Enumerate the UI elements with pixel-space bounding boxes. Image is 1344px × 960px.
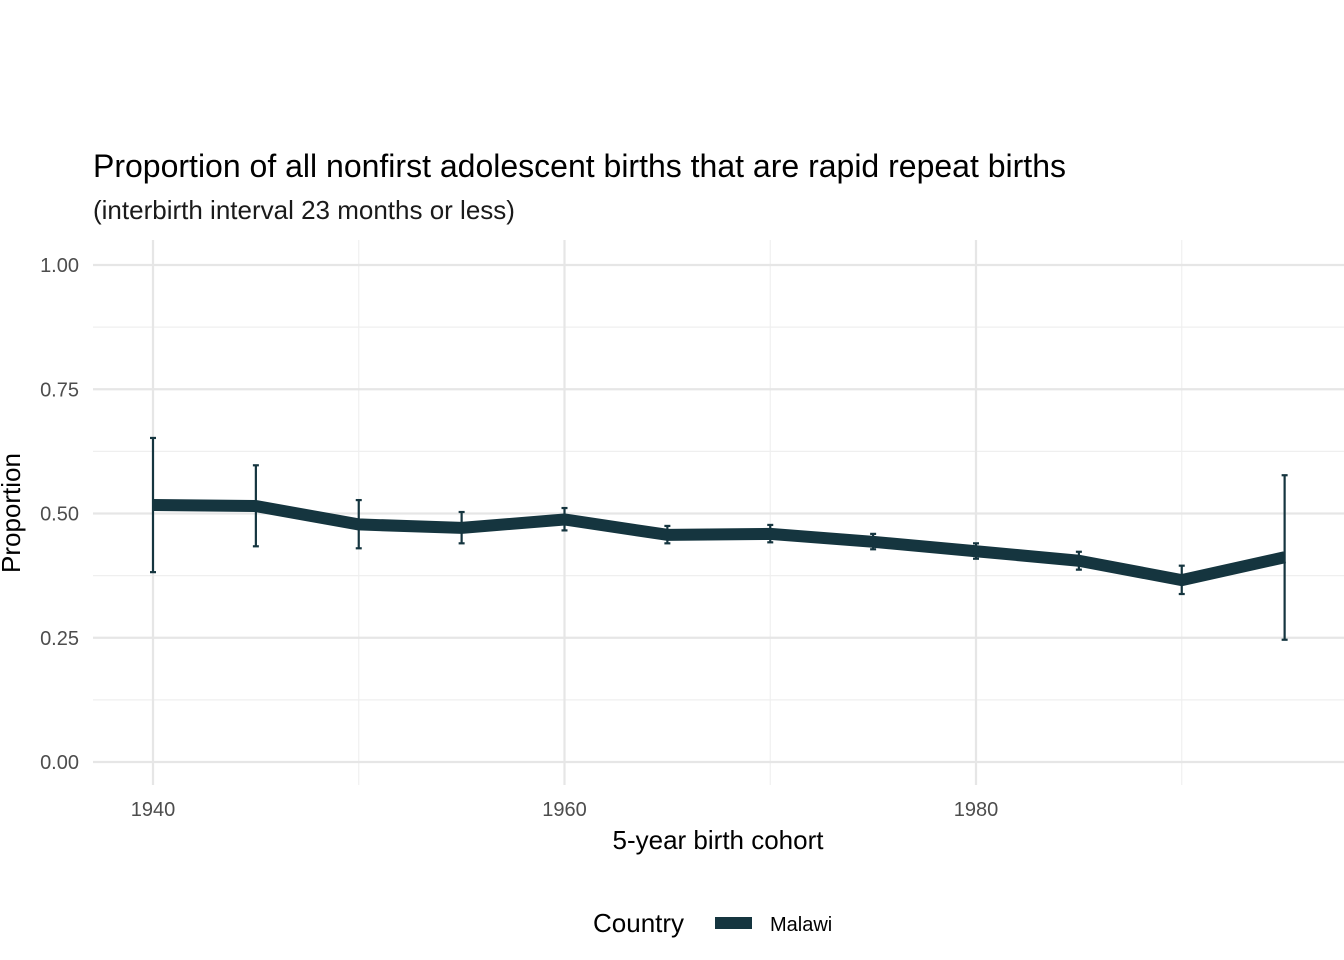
data-point <box>358 523 360 525</box>
x-tick-label: 1960 <box>542 799 587 821</box>
legend-key-malawi <box>715 917 752 929</box>
data-point <box>1284 556 1286 558</box>
y-tick-label: 0.50 <box>40 504 79 526</box>
chart-title: Proportion of all nonfirst adolescent bi… <box>93 148 1066 184</box>
y-axis-title: Proportion <box>0 453 26 573</box>
data-point <box>461 527 463 529</box>
x-tick-label: 1940 <box>131 799 176 821</box>
series-layer <box>150 436 1288 641</box>
series-line-malawi <box>152 499 1286 587</box>
y-tick-label: 0.00 <box>40 752 79 774</box>
x-axis-ticks: 1940 1960 1980 <box>131 799 999 821</box>
data-point <box>769 533 771 535</box>
legend-label-malawi: Malawi <box>770 914 832 936</box>
data-point <box>1181 579 1183 581</box>
x-tick-label: 1980 <box>954 799 999 821</box>
legend: Country Malawi <box>593 908 832 938</box>
y-axis-ticks: 0.00 0.25 0.50 0.75 1.00 <box>40 255 79 774</box>
data-point <box>1078 560 1080 562</box>
data-point <box>255 505 257 507</box>
x-axis-title: 5-year birth cohort <box>613 825 825 855</box>
data-point <box>975 550 977 552</box>
chart-subtitle: (interbirth interval 23 months or less) <box>93 195 515 225</box>
data-point <box>872 541 874 543</box>
legend-title: Country <box>593 908 684 938</box>
y-tick-label: 1.00 <box>40 255 79 277</box>
y-tick-label: 0.75 <box>40 379 79 401</box>
data-point <box>152 504 154 506</box>
y-tick-label: 0.25 <box>40 628 79 650</box>
data-point <box>666 534 668 536</box>
data-point <box>564 518 566 520</box>
